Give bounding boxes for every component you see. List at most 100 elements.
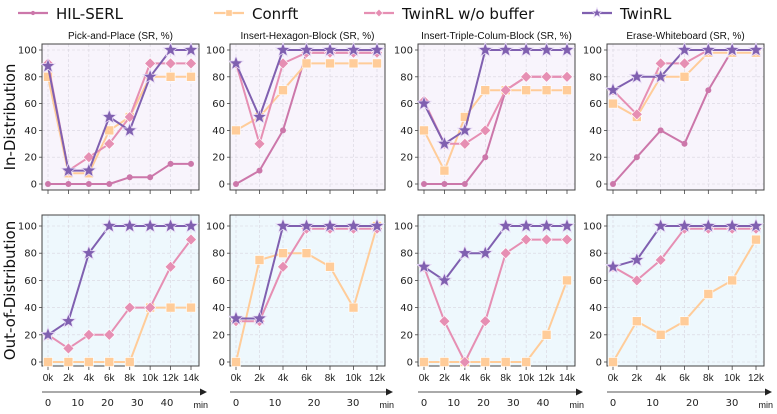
data-point [482,154,489,161]
data-point [477,244,494,261]
data-point [480,85,491,95]
x-tick-label: 6k [104,373,116,384]
data-point [345,217,362,233]
data-point [256,167,263,174]
data-point [39,326,57,342]
legend-label: TwinRL [619,5,672,23]
legend-marker-circle-icon [30,10,36,16]
y-tick-label: 60 [24,99,37,110]
legend-marker-star-icon [590,6,604,19]
time-unit-label: min [758,400,773,410]
y-tick-label: 80 [24,72,37,83]
x-tick-label: 2k [63,373,75,384]
data-point [164,260,177,273]
x-tick-label: 6k [301,373,313,384]
data-point [477,41,494,57]
time-tick-label: 0 [233,398,239,409]
time-tick-label: 30 [507,398,520,409]
data-point [561,233,573,246]
data-point [147,174,154,181]
y-tick-label: 100 [18,46,37,57]
subplot: 0 20 40 60 80 100 Erase-Whiteboard (SR, %) [583,31,765,194]
data-point [676,41,693,57]
data-point [124,357,135,367]
subplot: 0 20 40 60 80 100 0k 2k 4k 6k 8k 10k 12k 14k 0 10 20 30 40… [394,214,584,410]
series-twinrl [415,41,576,151]
data-point [298,217,315,233]
subplot: 0 20 40 60 80 100 Insert-Triple-Colum-Block (S… [394,31,576,194]
time-tick-label: 30 [131,398,144,409]
x-tick-label: 2k [439,373,451,384]
data-point [185,57,197,70]
data-point [167,160,174,167]
data-point [85,181,92,187]
data-point [321,41,339,57]
y-tick-label: 100 [206,46,225,57]
data-point [480,357,491,367]
y-tick-label: 80 [589,249,602,260]
row-label: In-Distribution [1,64,19,171]
data-point [372,58,382,69]
arrow-right-icon [765,388,772,396]
data-point [497,41,514,57]
data-point [106,181,113,187]
data-point [630,108,643,121]
time-tick-label: 10 [447,398,460,409]
series-twinrl [415,217,576,288]
time-unit-label: min [379,400,394,410]
data-point [80,244,98,261]
y-tick-label: 20 [212,330,225,341]
data-point [345,41,362,57]
data-point [652,217,669,233]
data-point [165,302,176,313]
data-point [654,254,667,266]
data-point [182,217,200,233]
y-tick-label: 0 [407,180,413,191]
data-point [657,127,664,134]
legend-item: TwinRL w/o buffer [364,5,535,23]
data-point [82,328,95,341]
data-point [497,217,514,233]
y-tick-label: 40 [24,303,37,314]
y-tick-label: 0 [31,180,37,191]
y-tick-label: 0 [219,358,225,369]
data-point [705,87,712,94]
data-point [274,41,292,57]
y-tick-label: 40 [24,126,37,137]
x-tick-label: 12k [748,373,765,384]
data-point [227,309,245,326]
data-point [439,357,450,367]
subplot-title: Insert-Triple-Colum-Block (SR, %) [421,31,572,42]
data-point [630,274,643,287]
y-tick-label: 40 [212,303,225,314]
data-point [231,125,241,136]
data-point [60,161,77,178]
data-point [747,217,765,233]
data-point [479,124,492,137]
y-tick-label: 100 [583,222,602,233]
data-point [62,342,75,355]
time-unit-label: min [569,400,584,410]
plot-frame [41,214,200,367]
y-tick-label: 60 [400,276,413,287]
plot-frame [417,43,576,191]
data-point [415,94,433,111]
y-tick-label: 0 [31,358,37,369]
data-point [80,161,98,178]
data-point [84,357,94,367]
subplot-title: Erase-Whiteboard (SR, %) [626,31,744,42]
series-twinrl [604,217,765,274]
time-tick-label: 20 [686,398,699,409]
data-point [104,357,115,367]
y-tick-label: 60 [400,99,413,110]
arrow-right-icon [386,388,393,396]
data-point [103,328,116,341]
data-point [233,181,239,187]
x-tick-label: 10k [345,373,362,384]
legend-item: HIL-SERL [18,5,124,23]
data-point [325,261,335,272]
legend-label: Conrft [252,5,298,23]
data-point [540,233,553,246]
x-tick-label: 2k [632,373,644,384]
y-tick-label: 80 [212,72,225,83]
